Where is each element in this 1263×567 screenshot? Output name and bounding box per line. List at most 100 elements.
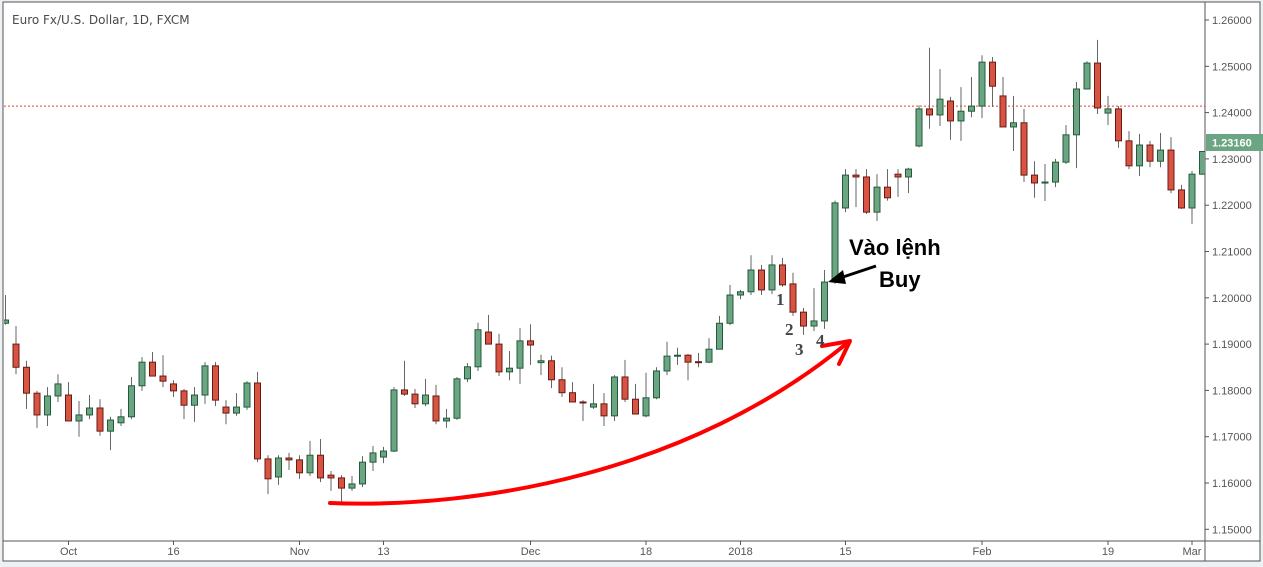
- candles: [4, 39, 1205, 503]
- time-tick-label: 18: [640, 546, 652, 558]
- candle-body: [810, 320, 818, 327]
- candle-body: [695, 361, 702, 364]
- candle-body: [1146, 144, 1154, 162]
- candle-up: [663, 341, 671, 376]
- candle-down: [180, 389, 188, 420]
- candle-down: [1146, 140, 1154, 168]
- candle-body: [527, 340, 534, 346]
- candle-body: [348, 483, 356, 489]
- candle-body: [474, 329, 482, 368]
- candle-up: [726, 284, 734, 326]
- candle-body: [800, 311, 807, 327]
- candle-body: [285, 457, 293, 461]
- candle-body: [506, 367, 513, 373]
- candle-up: [191, 387, 198, 422]
- candle-body: [380, 450, 387, 458]
- candle-body: [915, 108, 923, 147]
- candle-body: [1073, 88, 1080, 136]
- candle-body: [464, 366, 471, 380]
- price-tick-label: 1.19000: [1212, 339, 1252, 351]
- candle-body: [999, 95, 1007, 128]
- candle-up: [380, 446, 387, 464]
- candle-up: [422, 378, 429, 407]
- candle-up: [138, 357, 146, 391]
- candle-up: [873, 174, 881, 221]
- candle-body: [1157, 149, 1164, 162]
- candle-up: [1041, 163, 1049, 202]
- candle-body: [653, 370, 660, 399]
- candle-body: [23, 366, 30, 394]
- candle-up: [128, 376, 135, 420]
- candle-body: [390, 389, 398, 452]
- candle-up: [537, 354, 545, 376]
- candle-body: [1188, 173, 1196, 209]
- candle-down: [632, 383, 639, 415]
- candle-down: [695, 352, 702, 368]
- time-tick-label: 13: [377, 546, 389, 558]
- candle-body: [779, 264, 786, 286]
- time-axis[interactable]: Oct 16 Nov 13 Dec 18 2018 15 Feb 19 Mar: [60, 541, 1202, 558]
- candle-body: [957, 110, 965, 122]
- candle-down: [600, 393, 608, 427]
- time-tick-label: Nov: [290, 546, 310, 558]
- candle-down: [149, 351, 156, 377]
- candle-down: [548, 355, 555, 389]
- last-price-label: 1.23160: [1212, 137, 1252, 149]
- candle-body: [590, 403, 597, 408]
- candle-up: [705, 338, 713, 364]
- candle-down: [12, 326, 20, 375]
- candle-up: [359, 456, 366, 488]
- candle-up: [1136, 133, 1143, 177]
- time-tick-label: 16: [167, 546, 179, 558]
- candle-body: [317, 454, 324, 479]
- candle-body: [548, 360, 555, 381]
- candle-up: [306, 440, 314, 477]
- candle-down: [800, 307, 807, 335]
- candle-down: [527, 324, 534, 365]
- candle-up: [201, 362, 209, 404]
- candle-down: [296, 455, 303, 479]
- candle-up: [747, 255, 755, 296]
- candle-body: [107, 419, 114, 432]
- last-price-tag: 1.23160: [1206, 133, 1263, 151]
- last-price-tag-bg: [1206, 133, 1263, 151]
- candle-body: [149, 361, 156, 377]
- candle-down: [926, 47, 933, 129]
- price-tick-label: 1.20000: [1212, 293, 1252, 305]
- price-tick-label: 1.24000: [1212, 108, 1252, 120]
- candle-down: [789, 272, 797, 316]
- candle-body: [117, 416, 125, 424]
- price-axis[interactable]: 1.15000 1.16000 1.17000 1.18000 1.19000 1.200…: [1205, 15, 1252, 536]
- candle-down: [894, 169, 902, 197]
- candle-body: [1199, 150, 1205, 175]
- candle-down: [1125, 131, 1133, 170]
- candle-up: [369, 445, 377, 471]
- candle-up: [716, 315, 723, 350]
- candle-body: [1104, 108, 1112, 114]
- candle-body: [75, 414, 83, 422]
- time-tick-label: 2018: [728, 546, 752, 558]
- candle-up: [674, 347, 681, 365]
- candle-up: [506, 351, 513, 381]
- price-tick-label: 1.18000: [1212, 385, 1252, 397]
- time-tick-label: Feb: [973, 546, 992, 558]
- candle-down: [285, 452, 293, 471]
- candle-body: [821, 281, 828, 322]
- candle-body: [873, 186, 881, 213]
- candle-body: [758, 269, 765, 291]
- candle-down: [1094, 39, 1101, 114]
- candle-body: [831, 202, 839, 283]
- candle-body: [264, 458, 272, 480]
- candle-up: [1052, 158, 1059, 188]
- candle-down: [569, 382, 576, 403]
- candle-body: [411, 393, 419, 405]
- candle-body: [401, 389, 408, 395]
- candle-body: [1052, 161, 1059, 183]
- candle-body: [96, 407, 104, 432]
- candle-up: [107, 416, 114, 451]
- candle-down: [779, 257, 786, 287]
- candle-down: [401, 360, 408, 396]
- candle-body: [569, 392, 576, 403]
